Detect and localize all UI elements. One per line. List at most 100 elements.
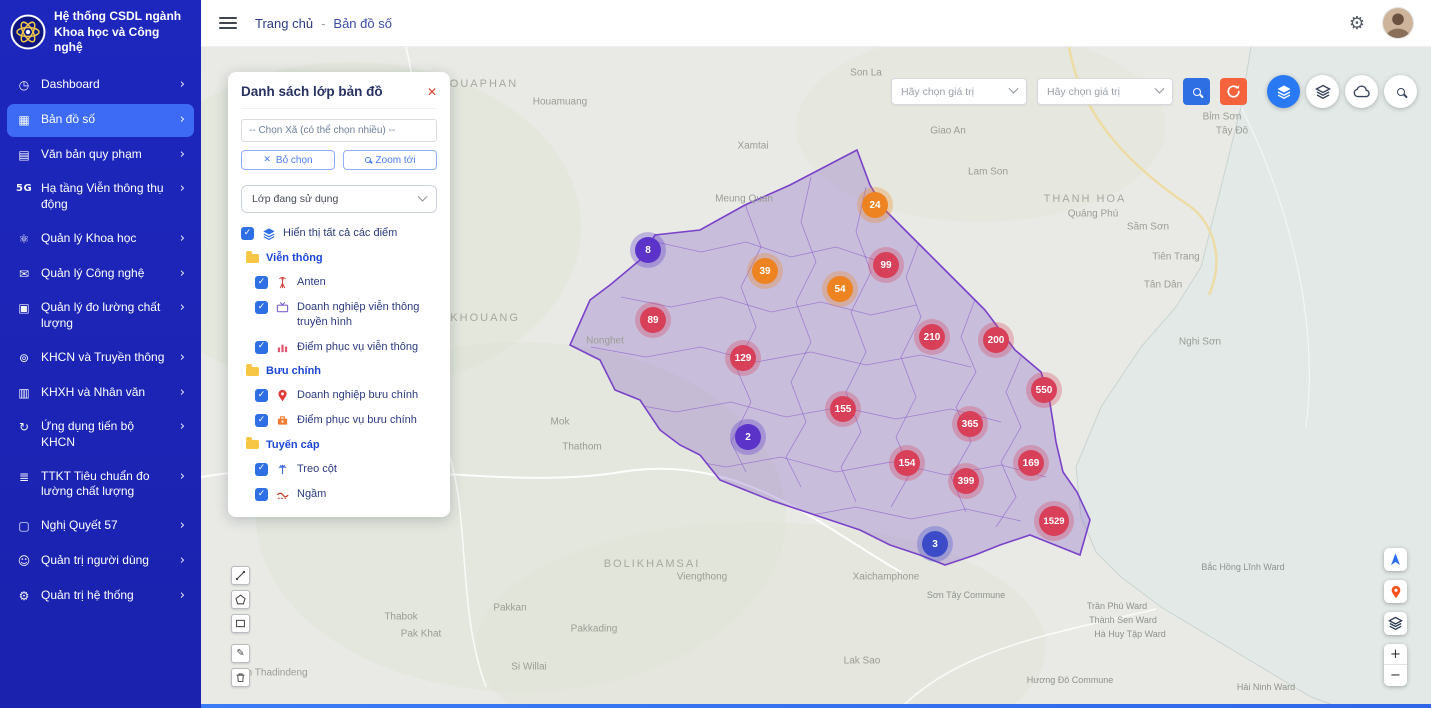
cluster-marker[interactable]: 399	[953, 468, 979, 494]
close-icon[interactable]: ✕	[427, 85, 437, 99]
layer-item-label: Treo cột	[297, 462, 437, 476]
sidebar-header: Hệ thống CSDL ngành Khoa học và Công ngh…	[0, 0, 201, 63]
layer-item-treo-cot[interactable]: Treo cột	[241, 462, 437, 476]
gear-icon: ⚙	[16, 589, 32, 605]
sidebar-item-ttkt-tieu-chuan[interactable]: ≣ TTKT Tiêu chuẩn đo lường chất lượng ›	[7, 461, 194, 508]
sidebar-item-quan-ly-cong-nghe[interactable]: ✉ Quản lý Công nghệ ›	[7, 258, 194, 291]
menu-toggle-button[interactable]	[219, 17, 237, 29]
sidebar-item-ung-dung-tien-bo[interactable]: ↻ Ứng dụng tiến bộ KHCN ›	[7, 411, 194, 458]
chevron-down-icon	[1009, 84, 1019, 94]
sidebar: Hệ thống CSDL ngành Khoa học và Công ngh…	[0, 0, 201, 708]
commune-multiselect[interactable]: -- Chọn Xã (có thể chọn nhiều) --	[241, 119, 437, 142]
checkbox-checked[interactable]	[255, 341, 268, 354]
search-button[interactable]	[1183, 78, 1210, 105]
sidebar-item-label: Quản lý đo lường chất lượng	[41, 300, 171, 331]
cluster-marker[interactable]: 210	[919, 324, 945, 350]
checkbox-checked[interactable]	[255, 276, 268, 289]
sidebar-item-ban-do-so[interactable]: ▦ Bản đồ số ›	[7, 104, 194, 137]
sidebar-item-quan-ly-khoa-hoc[interactable]: ⚛ Quản lý Khoa học ›	[7, 223, 194, 256]
sidebar-item-nghi-quyet-57[interactable]: ▢ Nghị Quyết 57 ›	[7, 510, 194, 543]
layer-item-diem-phuc-vu-buu-chinh[interactable]: Điểm phục vụ bưu chính	[241, 413, 437, 427]
filter-select-1-placeholder: Hãy chọn giá trị	[901, 86, 974, 98]
zoom-to-button[interactable]: Zoom tới	[343, 150, 437, 170]
cluster-marker[interactable]: 8	[635, 237, 661, 263]
user-avatar[interactable]	[1383, 8, 1413, 38]
layer-item-label: Doanh nghiệp viễn thông truyền hình	[297, 300, 437, 329]
antenna-icon	[275, 276, 290, 289]
layer-type-select[interactable]: Lớp đang sử dụng	[241, 185, 437, 213]
cluster-marker[interactable]: 169	[1018, 450, 1044, 476]
checkbox-checked[interactable]	[255, 414, 268, 427]
deselect-button-label: Bỏ chọn	[276, 155, 313, 166]
sidebar-item-label: Quản trị hệ thống	[41, 588, 171, 604]
cluster-marker[interactable]: 99	[873, 252, 899, 278]
cluster-marker[interactable]: 24	[862, 192, 888, 218]
cluster-marker[interactable]: 89	[640, 307, 666, 333]
checkbox-checked[interactable]	[241, 227, 254, 240]
cluster-marker[interactable]: 155	[830, 396, 856, 422]
sidebar-item-khcn-truyen-thong[interactable]: ⊚ KHCN và Truyền thông ›	[7, 342, 194, 375]
cluster-marker[interactable]: 365	[957, 411, 983, 437]
checkbox-checked[interactable]	[255, 488, 268, 501]
layer-item-doanh-nghiep-buu-chinh[interactable]: Doanh nghiệp bưu chính	[241, 388, 437, 402]
sidebar-item-dashboard[interactable]: ◷ Dashboard ›	[7, 69, 194, 102]
map-canvas: HOUAPHANHouamuangSon LaXamtaiGiao AnLam …	[201, 47, 1431, 708]
marker-tool-button[interactable]	[1384, 580, 1407, 603]
layer-group-tuyen-cap[interactable]: Tuyến cáp	[241, 439, 437, 451]
draw-polyline-button[interactable]	[231, 566, 250, 585]
layer-item-label: Doanh nghiệp bưu chính	[297, 388, 437, 402]
sidebar-item-quan-tri-he-thong[interactable]: ⚙ Quản trị hệ thống ›	[7, 580, 194, 613]
cluster-marker[interactable]: 54	[827, 276, 853, 302]
zoom-in-button[interactable]: +	[1384, 644, 1407, 665]
breadcrumb-home[interactable]: Trang chủ	[255, 16, 313, 31]
layer-group-vien-thong[interactable]: Viễn thông	[241, 252, 437, 264]
polygon-icon	[235, 594, 246, 605]
layer-item-anten[interactable]: Anten	[241, 275, 437, 289]
cluster-marker[interactable]: 2	[735, 424, 761, 450]
cluster-marker[interactable]: 200	[983, 327, 1009, 353]
delete-shapes-button[interactable]	[231, 668, 250, 687]
layer-item-diem-phuc-vu-vien-thong[interactable]: Điểm phục vụ viễn thông	[241, 340, 437, 354]
draw-rectangle-button[interactable]	[231, 614, 250, 633]
layer-group-buu-chinh[interactable]: Bưu chính	[241, 365, 437, 377]
layer-switcher-button[interactable]	[1384, 612, 1407, 635]
filter-select-2[interactable]: Hãy chọn giá trị	[1037, 78, 1173, 105]
map-search-button[interactable]	[1384, 75, 1417, 108]
cluster-marker[interactable]: 550	[1031, 377, 1057, 403]
sidebar-item-khxh-nhan-van[interactable]: ▥ KHXH và Nhân văn ›	[7, 377, 194, 410]
layer-item-ngam[interactable]: Ngầm	[241, 487, 437, 501]
basemap-button[interactable]	[1306, 75, 1339, 108]
map-side-controls: + −	[1384, 548, 1407, 686]
cluster-marker[interactable]: 129	[730, 345, 756, 371]
settings-gear-icon[interactable]: ⚙	[1349, 13, 1365, 34]
search-icon	[1193, 88, 1201, 96]
cluster-marker[interactable]: 154	[894, 450, 920, 476]
layers-toggle-button[interactable]	[1267, 75, 1300, 108]
layer-item-label: Điểm phục vụ viễn thông	[297, 340, 437, 354]
sidebar-item-quan-ly-do-luong[interactable]: ▣ Quản lý đo lường chất lượng ›	[7, 292, 194, 339]
edit-toolbar: ✎	[231, 644, 250, 687]
breadcrumb-separator: -	[321, 16, 325, 31]
layer-item-show-all[interactable]: Hiển thị tất cả các điểm	[241, 226, 437, 241]
cloud-button[interactable]	[1345, 75, 1378, 108]
chevron-right-icon: ›	[180, 553, 185, 570]
locate-button[interactable]	[1384, 548, 1407, 571]
sidebar-item-quan-tri-nguoi-dung[interactable]: ☺ Quản trị người dùng ›	[7, 545, 194, 578]
deselect-button[interactable]: ✕ Bỏ chọn	[241, 150, 335, 170]
panel-header: Danh sách lớp bản đồ ✕	[241, 84, 437, 109]
edit-shapes-button[interactable]: ✎	[231, 644, 250, 663]
refresh-button[interactable]	[1220, 78, 1247, 105]
sidebar-item-ha-tang-vien-thong[interactable]: 5G Hạ tầng Viễn thông thụ động ›	[7, 173, 194, 220]
draw-polygon-button[interactable]	[231, 590, 250, 609]
cluster-marker[interactable]: 1529	[1039, 506, 1069, 536]
layer-item-doanh-nghiep-vien-thong[interactable]: Doanh nghiệp viễn thông truyền hình	[241, 300, 437, 329]
cluster-marker[interactable]: 39	[752, 258, 778, 284]
filter-select-1[interactable]: Hãy chọn giá trị	[891, 78, 1027, 105]
mailbox-icon	[275, 414, 290, 427]
checkbox-checked[interactable]	[255, 389, 268, 402]
checkbox-checked[interactable]	[255, 301, 268, 314]
sidebar-item-van-ban-quy-pham[interactable]: ▤ Văn bản quy phạm ›	[7, 139, 194, 172]
zoom-out-button[interactable]: −	[1384, 665, 1407, 686]
checkbox-checked[interactable]	[255, 463, 268, 476]
cluster-marker[interactable]: 3	[922, 531, 948, 557]
